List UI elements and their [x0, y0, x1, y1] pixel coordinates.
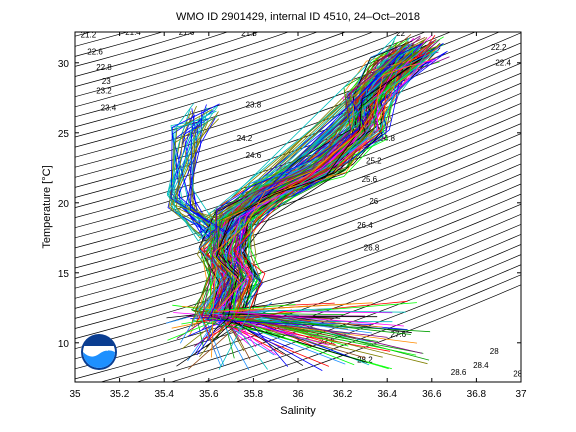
- density-contour-line: [75, 203, 521, 360]
- density-contour-line: [75, 42, 521, 198]
- density-contour-line: [75, 52, 521, 208]
- density-contour-line: [75, 173, 521, 329]
- density-contour-label: 21.6: [179, 28, 195, 37]
- density-contour-line: [75, 32, 477, 168]
- y-tick-label: 10: [58, 339, 70, 350]
- density-contour-label: 27.2: [319, 337, 335, 346]
- density-contour-line: [170, 254, 521, 382]
- profile-line: [233, 52, 430, 321]
- profile-line: [173, 49, 440, 370]
- density-contour-label: 26: [369, 197, 378, 206]
- density-contour-label: 26.4: [357, 221, 373, 230]
- density-contour-label: 22.4: [495, 59, 511, 68]
- y-tick-label: 30: [58, 59, 70, 70]
- x-axis-ticks: 35 35.2 35.4 35.6 35.8 36 36.2 36.4 36.6 36.8 37: [69, 32, 527, 400]
- x-tick-label: 35: [69, 389, 81, 400]
- density-contour-label: 28.8: [513, 369, 529, 378]
- density-contour-label: 22.2: [491, 43, 507, 52]
- density-contour-line: [75, 0, 521, 6]
- density-contour-label: 23.8: [246, 101, 262, 110]
- y-axis-label: Temperature [°C]: [41, 165, 53, 248]
- density-contour-label: 28.6: [451, 368, 467, 377]
- density-contour-line: [75, 32, 347, 118]
- density-contour-label: 25.2: [366, 157, 382, 166]
- x-tick-label: 35.8: [244, 389, 264, 400]
- density-contour-label: 24.6: [246, 151, 262, 160]
- density-contour-line: [75, 32, 290, 98]
- density-contour-label: 25.6: [362, 175, 378, 184]
- density-contour-label: 28.2: [357, 355, 373, 364]
- density-contour-label: 26.8: [364, 243, 380, 252]
- density-contour-line: [75, 213, 521, 370]
- profile-line: [194, 41, 410, 320]
- density-contour-line: [234, 274, 521, 382]
- density-contour-line: [75, 32, 319, 108]
- density-contour-line: [75, 32, 401, 138]
- noaa-logo-icon: NOAA: [81, 334, 117, 370]
- density-contour-label: 21.8: [241, 29, 257, 38]
- density-contour-label: 22: [396, 29, 405, 38]
- x-tick-label: 35.6: [199, 389, 219, 400]
- x-tick-label: 35.4: [154, 389, 174, 400]
- y-tick-label: 15: [58, 269, 70, 280]
- chart-title: WMO ID 2901429, internal ID 4510, 24–Oct…: [176, 11, 420, 23]
- density-contour-line: [75, 32, 164, 57]
- x-tick-label: 36: [292, 389, 304, 400]
- x-tick-label: 37: [515, 389, 527, 400]
- profile-line: [211, 58, 417, 358]
- density-contour-label: 23.4: [101, 103, 117, 112]
- density-contour-label: 27.6: [391, 330, 407, 339]
- density-contour-label: 28.4: [473, 361, 489, 370]
- profile-line: [217, 52, 427, 371]
- density-contour-line: [75, 32, 229, 77]
- x-tick-label: 36.6: [422, 389, 442, 400]
- density-contour-label: 28: [490, 347, 499, 356]
- x-tick-label: 36.2: [333, 389, 353, 400]
- profiles: [165, 34, 450, 371]
- y-axis-ticks: 10 15 20 25 30: [58, 59, 521, 350]
- x-tick-label: 35.2: [110, 389, 130, 400]
- y-tick-label: 25: [58, 129, 70, 140]
- x-axis-label: Salinity: [280, 405, 316, 417]
- density-contour-labels: 21.2 21.4 21.6 21.8 22 22.2 22.4 22.6 22.8 2323.2…: [81, 28, 529, 378]
- profile-line: [212, 63, 417, 312]
- density-contour-line: [75, 123, 521, 279]
- x-tick-label: 36.4: [377, 389, 397, 400]
- profile-line: [214, 35, 423, 354]
- density-contour-label: 22.6: [87, 47, 103, 56]
- profile-line: [216, 58, 421, 319]
- density-contour-line: [75, 32, 197, 67]
- density-contour-label: 24.8: [379, 134, 395, 143]
- density-contour-line: [75, 32, 521, 188]
- density-contour-line: [75, 32, 501, 178]
- density-contour-line: [75, 183, 521, 339]
- density-contour-line: [265, 284, 521, 382]
- y-tick-label: 20: [58, 199, 70, 210]
- density-contour-line: [75, 32, 374, 128]
- density-contour-line: [75, 163, 521, 319]
- density-contour-label: 21.4: [125, 28, 141, 37]
- density-contour-line: [75, 193, 521, 350]
- profile-line: [212, 45, 401, 322]
- density-contour-label: 21.2: [81, 31, 97, 40]
- density-contour-label: 23.2: [96, 87, 112, 96]
- density-contour-line: [203, 264, 521, 382]
- profile-line: [233, 43, 441, 312]
- density-contour-line: [75, 32, 452, 158]
- density-contour-line: [75, 143, 521, 299]
- density-contour-line: [75, 32, 426, 148]
- density-contour-line: [75, 32, 260, 87]
- density-contour-line: [75, 153, 521, 309]
- density-contour-label: 22.8: [96, 63, 112, 72]
- profile-line: [201, 45, 410, 318]
- density-contour-line: [75, 133, 521, 289]
- profile-line: [217, 58, 438, 327]
- density-contour-label: 24.2: [237, 134, 253, 143]
- noaa-logo-text: NOAA: [90, 347, 108, 353]
- x-tick-label: 36.8: [467, 389, 487, 400]
- density-contour-label: 23: [102, 77, 111, 86]
